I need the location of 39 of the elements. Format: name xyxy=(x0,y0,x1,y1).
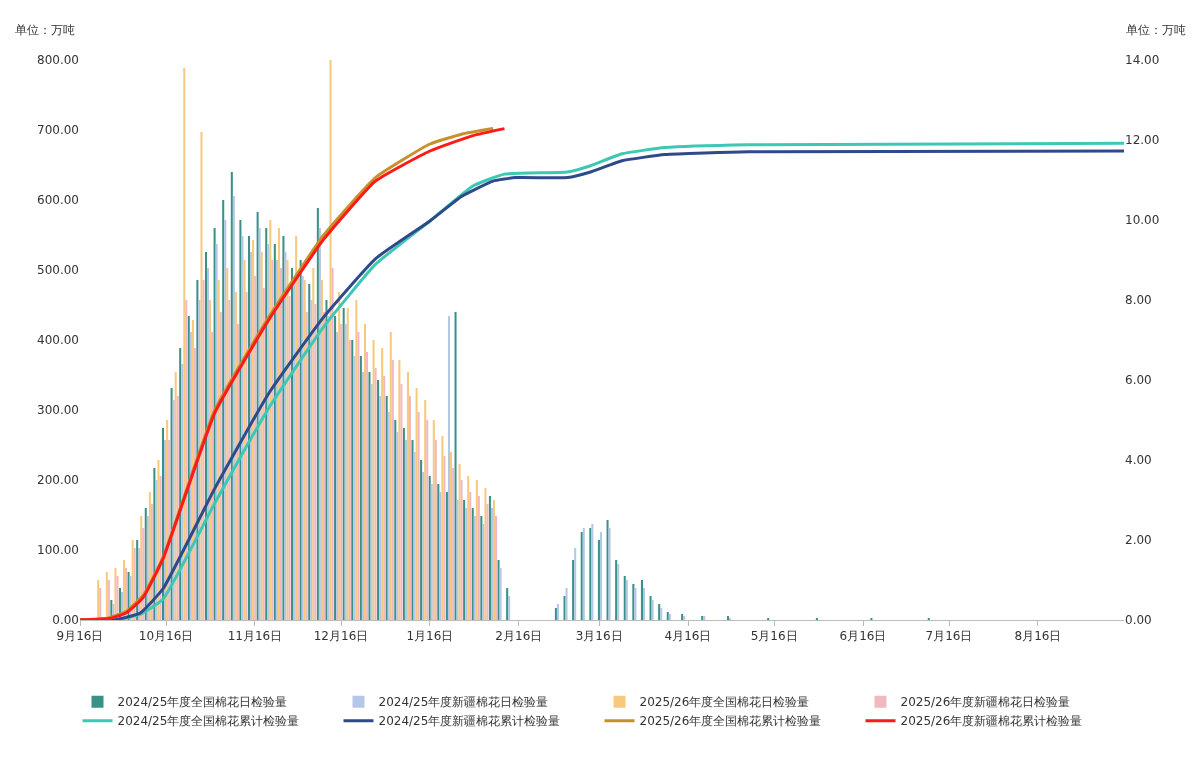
y2-tick-label: 2.00 xyxy=(1125,533,1152,548)
legend-label: 2025/26年度新疆棉花日检验量 xyxy=(900,695,1071,710)
x-tick-label: 3月16日 xyxy=(575,629,623,644)
y2-tick-label: 4.00 xyxy=(1125,453,1152,468)
y2-tick-label: 12.00 xyxy=(1125,133,1160,148)
x-tick-label: 2月16日 xyxy=(495,629,543,644)
legend-label: 2025/26年度新疆棉花累计检验量 xyxy=(900,714,1083,729)
x-tick-label: 6月16日 xyxy=(839,629,887,644)
y-tick-label: 800.00 xyxy=(37,53,79,68)
y-tick-label: 700.00 xyxy=(37,123,79,138)
legend-label: 2024/25年度全国棉花日检验量 xyxy=(117,695,288,710)
x-tick-label: 5月16日 xyxy=(750,629,798,644)
y2-tick-label: 8.00 xyxy=(1125,293,1152,308)
y-tick-label: 600.00 xyxy=(37,193,79,208)
legend-label: 2024/25年度全国棉花累计检验量 xyxy=(117,714,300,729)
y-axis-title: 单位：万吨 xyxy=(15,23,75,37)
x-tick-label: 12月16日 xyxy=(313,629,369,644)
y-tick-label: 400.00 xyxy=(37,333,79,348)
x-tick-label: 9月16日 xyxy=(56,629,104,644)
legend-label: 2024/25年度新疆棉花累计检验量 xyxy=(378,714,561,729)
legend-label: 2025/26年度全国棉花日检验量 xyxy=(639,695,810,710)
y-tick-label: 200.00 xyxy=(37,473,79,488)
y-tick-label: 300.00 xyxy=(37,403,79,418)
x-tick-label: 8月16日 xyxy=(1014,629,1062,644)
x-tick-label: 1月16日 xyxy=(406,629,454,644)
y2-tick-label: 6.00 xyxy=(1125,373,1152,388)
legend-label: 2025/26年度全国棉花累计检验量 xyxy=(639,714,822,729)
y2-axis-title: 单位：万吨 xyxy=(1126,23,1186,37)
legend-label: 2024/25年度新疆棉花日检验量 xyxy=(378,695,549,710)
x-tick-label: 10月16日 xyxy=(138,629,194,644)
x-tick-label: 7月16日 xyxy=(925,629,973,644)
y-tick-label: 500.00 xyxy=(37,263,79,278)
y2-tick-label: 10.00 xyxy=(1125,213,1160,228)
y2-tick-label: 0.00 xyxy=(1125,613,1152,628)
y-tick-label: 100.00 xyxy=(37,543,79,558)
y-tick-label: 0.00 xyxy=(52,613,79,628)
x-tick-label: 4月16日 xyxy=(664,629,712,644)
x-tick-label: 11月16日 xyxy=(227,629,283,644)
y2-tick-label: 14.00 xyxy=(1125,53,1160,68)
